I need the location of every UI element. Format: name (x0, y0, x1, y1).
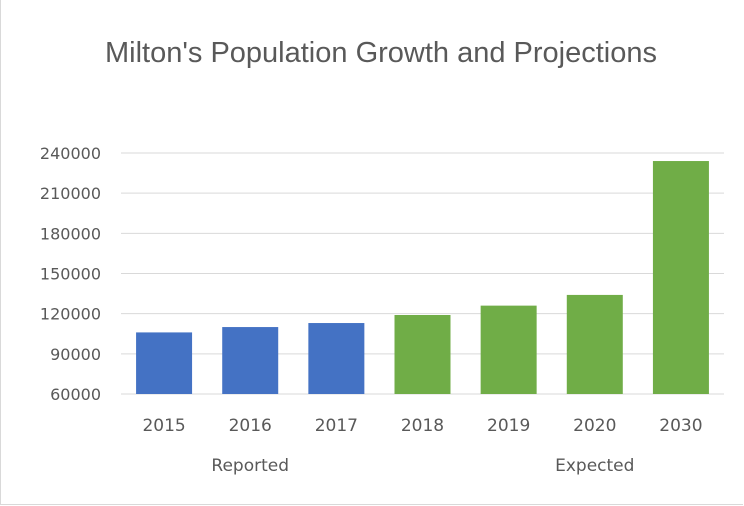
x-tick-label: 2020 (573, 416, 616, 436)
y-tick-label: 60000 (50, 385, 101, 404)
y-tick-label: 180000 (40, 224, 101, 243)
bars (136, 161, 709, 394)
x-tick-label: 2019 (487, 416, 530, 436)
bar-2019 (480, 305, 537, 394)
bar-2030 (652, 161, 709, 394)
x-tick-label: 2017 (315, 416, 358, 436)
bar-2018 (394, 315, 451, 394)
y-tick-label: 120000 (40, 305, 101, 324)
group-labels: Reported Expected (211, 456, 634, 476)
y-tick-label: 240000 (40, 144, 101, 163)
x-tick-label: 2030 (659, 416, 702, 436)
group-label-expected: Expected (555, 456, 634, 476)
bar-2017 (308, 323, 365, 394)
x-tick-label: 2016 (229, 416, 272, 436)
y-tick-label: 210000 (40, 184, 101, 203)
y-tick-label: 150000 (40, 265, 101, 284)
x-tick-label: 2015 (142, 416, 185, 436)
bar-2016 (222, 327, 279, 394)
group-label-reported: Reported (211, 456, 289, 476)
bar-2020 (566, 294, 623, 394)
bar-2015 (136, 332, 193, 394)
y-axis-tick-labels: 60000 90000 120000 150000 180000 210000 240000 (40, 144, 101, 404)
y-tick-label: 90000 (50, 345, 101, 364)
x-axis-tick-labels: 2015 2016 2017 2018 2019 2020 2030 (142, 416, 702, 436)
chart-title: Milton's Population Growth and Projectio… (105, 37, 657, 69)
x-tick-label: 2018 (401, 416, 444, 436)
